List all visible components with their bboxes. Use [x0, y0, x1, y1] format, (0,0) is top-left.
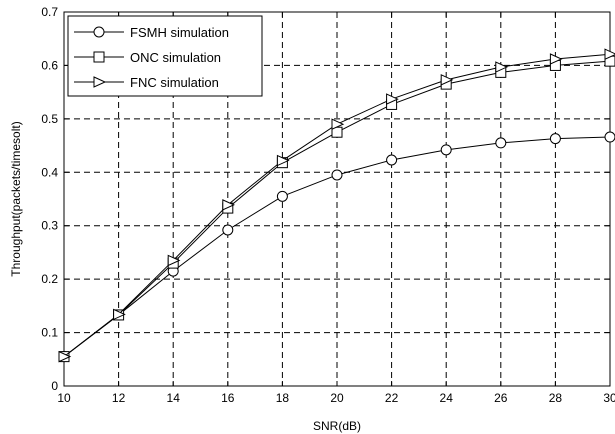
axis-ticks: 10 12 14 16 18 20 22 24 26 28 30 0 0.1 0.2 0.3 0.4 0.5 0.… — [41, 5, 615, 405]
y-axis-label: Throughput(packets/timesolt) — [9, 121, 23, 276]
data-point — [495, 137, 507, 149]
x-tick-label: 12 — [112, 391, 126, 405]
data-point — [386, 93, 399, 105]
data-point — [276, 190, 288, 202]
data-point — [167, 254, 181, 267]
legend-label: ONC simulation — [130, 50, 221, 65]
x-tick-label: 28 — [549, 391, 563, 405]
data-point — [549, 53, 563, 65]
legend-label: FSMH simulation — [130, 25, 229, 40]
y-tick-label: 0.1 — [41, 326, 58, 340]
legend: FSMH simulation ONC simulation FNC simulat… — [67, 15, 263, 97]
data-point — [386, 154, 398, 166]
data-point — [604, 48, 615, 60]
x-tick-label: 20 — [330, 391, 344, 405]
data-point — [222, 224, 234, 236]
legend-marker — [93, 76, 107, 88]
data-point — [222, 199, 236, 211]
y-tick-label: 0 — [51, 379, 58, 393]
y-tick-label: 0.3 — [41, 219, 58, 233]
y-tick-label: 0.5 — [41, 112, 58, 126]
y-tick-label: 0.7 — [41, 5, 58, 19]
legend-label: FNC simulation — [130, 75, 219, 90]
y-tick-label: 0.2 — [41, 272, 58, 286]
data-point — [276, 154, 290, 167]
data-point — [331, 169, 343, 181]
x-tick-label: 30 — [603, 391, 615, 405]
data-point — [58, 350, 72, 363]
data-point — [549, 133, 561, 145]
series-group — [58, 48, 615, 363]
x-axis-label: SNR(dB) — [313, 419, 361, 433]
data-point — [495, 61, 509, 73]
y-tick-label: 0.4 — [41, 165, 58, 179]
x-tick-label: 26 — [494, 391, 508, 405]
x-tick-label: 10 — [57, 391, 71, 405]
series-triangle-right — [58, 48, 615, 363]
data-point — [113, 308, 126, 321]
legend-marker — [93, 51, 105, 63]
x-tick-label: 18 — [276, 391, 290, 405]
y-tick-label: 0.6 — [41, 58, 58, 72]
data-point — [440, 74, 454, 86]
data-point — [604, 131, 615, 143]
legend-marker — [93, 26, 105, 38]
x-tick-label: 22 — [385, 391, 399, 405]
x-tick-label: 14 — [167, 391, 181, 405]
x-tick-label: 24 — [440, 391, 454, 405]
x-tick-label: 16 — [221, 391, 235, 405]
data-point — [331, 118, 345, 130]
data-point — [440, 144, 452, 156]
